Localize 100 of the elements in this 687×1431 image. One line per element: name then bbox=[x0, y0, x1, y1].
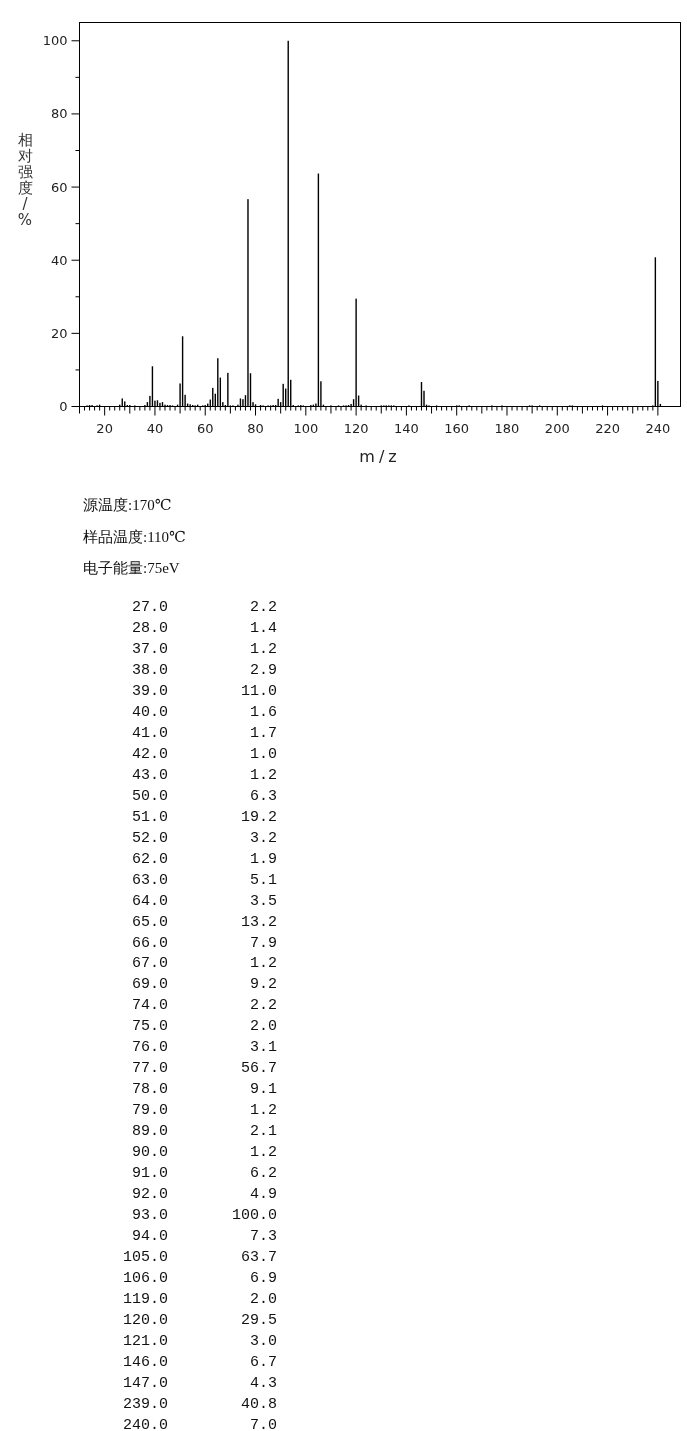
data-label: 1.2 bbox=[249, 640, 277, 658]
data-label: 29.5 bbox=[240, 1311, 277, 1329]
x-tick-label: 100 bbox=[293, 420, 319, 436]
category-label: 105.0 bbox=[122, 1249, 168, 1267]
data-label: 1.7 bbox=[249, 724, 277, 742]
category-label: 51.0 bbox=[131, 808, 168, 826]
category-label: 66.0 bbox=[131, 934, 168, 952]
category-label: 62.0 bbox=[131, 850, 168, 868]
data-label: 6.9 bbox=[249, 1270, 277, 1288]
category-label: 94.0 bbox=[131, 1228, 168, 1246]
data-label: 6.2 bbox=[249, 1165, 277, 1183]
y-tick-label: 80 bbox=[50, 106, 68, 122]
data-label: 3.2 bbox=[249, 829, 277, 847]
category-label: 93.0 bbox=[131, 1207, 168, 1225]
category-label: 106.0 bbox=[122, 1270, 168, 1288]
data-label: 63.7 bbox=[240, 1249, 277, 1267]
category-label: 120.0 bbox=[122, 1311, 168, 1329]
data-label: 4.9 bbox=[249, 1186, 277, 1204]
data-label: 1.2 bbox=[249, 766, 277, 784]
category-label: 74.0 bbox=[131, 997, 168, 1015]
data-label: 7.0 bbox=[249, 1416, 277, 1431]
category-label: 65.0 bbox=[131, 913, 168, 931]
category-label: 27.0 bbox=[131, 599, 168, 616]
data-label: 1.2 bbox=[249, 955, 277, 973]
category-label: 41.0 bbox=[131, 724, 168, 742]
category-label: 39.0 bbox=[131, 682, 168, 700]
y-tick-label: 40 bbox=[50, 252, 68, 268]
text: 电子能量:75eV bbox=[83, 560, 180, 576]
data-label: 11.0 bbox=[240, 682, 277, 700]
category-label: 147.0 bbox=[122, 1374, 168, 1392]
category-label: 50.0 bbox=[131, 787, 168, 805]
data-label: 1.2 bbox=[249, 1102, 277, 1120]
y-tick-label: 60 bbox=[50, 179, 68, 195]
data-label: 1.4 bbox=[249, 619, 277, 637]
x-tick-label: 180 bbox=[494, 420, 520, 436]
data-label: 1.2 bbox=[249, 1144, 277, 1162]
category-label: 90.0 bbox=[131, 1144, 168, 1162]
data-label: 100.0 bbox=[231, 1207, 277, 1225]
data-label: 6.3 bbox=[249, 787, 277, 805]
data-label: 9.2 bbox=[249, 976, 277, 994]
data-label: 2.2 bbox=[249, 599, 277, 616]
data-label: 3.0 bbox=[249, 1332, 277, 1350]
category-label: 75.0 bbox=[131, 1018, 168, 1036]
category-label: 64.0 bbox=[131, 892, 168, 910]
y-tick-label: 0 bbox=[59, 399, 68, 414]
text: 源温度:170℃ bbox=[83, 497, 172, 513]
category-label: 40.0 bbox=[131, 703, 168, 721]
data-label: 2.2 bbox=[249, 997, 277, 1015]
data-label: 6.7 bbox=[249, 1353, 277, 1371]
data-label: 56.7 bbox=[240, 1060, 277, 1078]
data-label: 2.0 bbox=[249, 1291, 277, 1309]
x-tick-label: 120 bbox=[343, 420, 369, 436]
category-label: 63.0 bbox=[131, 871, 168, 889]
data-label: 3.5 bbox=[249, 892, 277, 910]
category-label: 146.0 bbox=[122, 1353, 168, 1371]
text: 样品温度:110℃ bbox=[83, 528, 186, 545]
data-label: 2.0 bbox=[249, 1018, 277, 1036]
x-tick-label: 20 bbox=[96, 420, 113, 436]
data-label: 4.3 bbox=[249, 1374, 277, 1392]
data-label: 7.3 bbox=[249, 1228, 277, 1246]
data-label: 1.6 bbox=[249, 703, 277, 721]
category-label: 38.0 bbox=[131, 661, 168, 679]
category-label: 240.0 bbox=[122, 1416, 168, 1431]
data-label: 2.1 bbox=[249, 1123, 277, 1141]
category-label: 121.0 bbox=[122, 1332, 168, 1350]
category-label: 89.0 bbox=[131, 1123, 168, 1141]
category-label: 43.0 bbox=[131, 766, 168, 784]
category-label: 37.0 bbox=[131, 640, 168, 658]
category-label: 76.0 bbox=[131, 1039, 168, 1057]
category-label: 119.0 bbox=[122, 1291, 168, 1309]
category-label: 42.0 bbox=[131, 745, 168, 763]
category-label: 77.0 bbox=[131, 1060, 168, 1078]
x-tick-label: 160 bbox=[444, 420, 470, 436]
x-tick-label: 240 bbox=[645, 420, 671, 436]
y-axis-title: 相对强度/% bbox=[17, 131, 33, 229]
category-label: 52.0 bbox=[131, 829, 168, 847]
y-tick-label: 20 bbox=[50, 325, 68, 341]
category-label: 92.0 bbox=[131, 1186, 168, 1204]
category-label: 79.0 bbox=[131, 1102, 168, 1120]
y-tick-label: 100 bbox=[42, 33, 68, 49]
data-label: 3.1 bbox=[249, 1039, 277, 1057]
data-label: 1.0 bbox=[249, 745, 277, 763]
category-label: 69.0 bbox=[131, 976, 168, 994]
x-tick-label: 220 bbox=[595, 420, 620, 436]
data-label: 9.1 bbox=[249, 1081, 277, 1099]
x-tick-label: 80 bbox=[247, 420, 264, 436]
category-label: 239.0 bbox=[122, 1395, 168, 1413]
category-label: 67.0 bbox=[131, 955, 168, 973]
x-tick-label: 60 bbox=[196, 420, 214, 436]
category-label: 78.0 bbox=[131, 1081, 168, 1099]
data-label: 40.8 bbox=[240, 1395, 277, 1413]
category-label: 91.0 bbox=[131, 1165, 168, 1183]
data-label: 13.2 bbox=[240, 913, 277, 931]
x-tick-label: 200 bbox=[544, 420, 570, 436]
category-label: 28.0 bbox=[131, 619, 168, 637]
data-label: 2.9 bbox=[249, 661, 277, 679]
x-axis-title: m/z bbox=[359, 446, 401, 466]
data-label: 7.9 bbox=[249, 934, 277, 952]
x-tick-label: 140 bbox=[393, 420, 419, 436]
data-label: 1.9 bbox=[249, 850, 277, 868]
